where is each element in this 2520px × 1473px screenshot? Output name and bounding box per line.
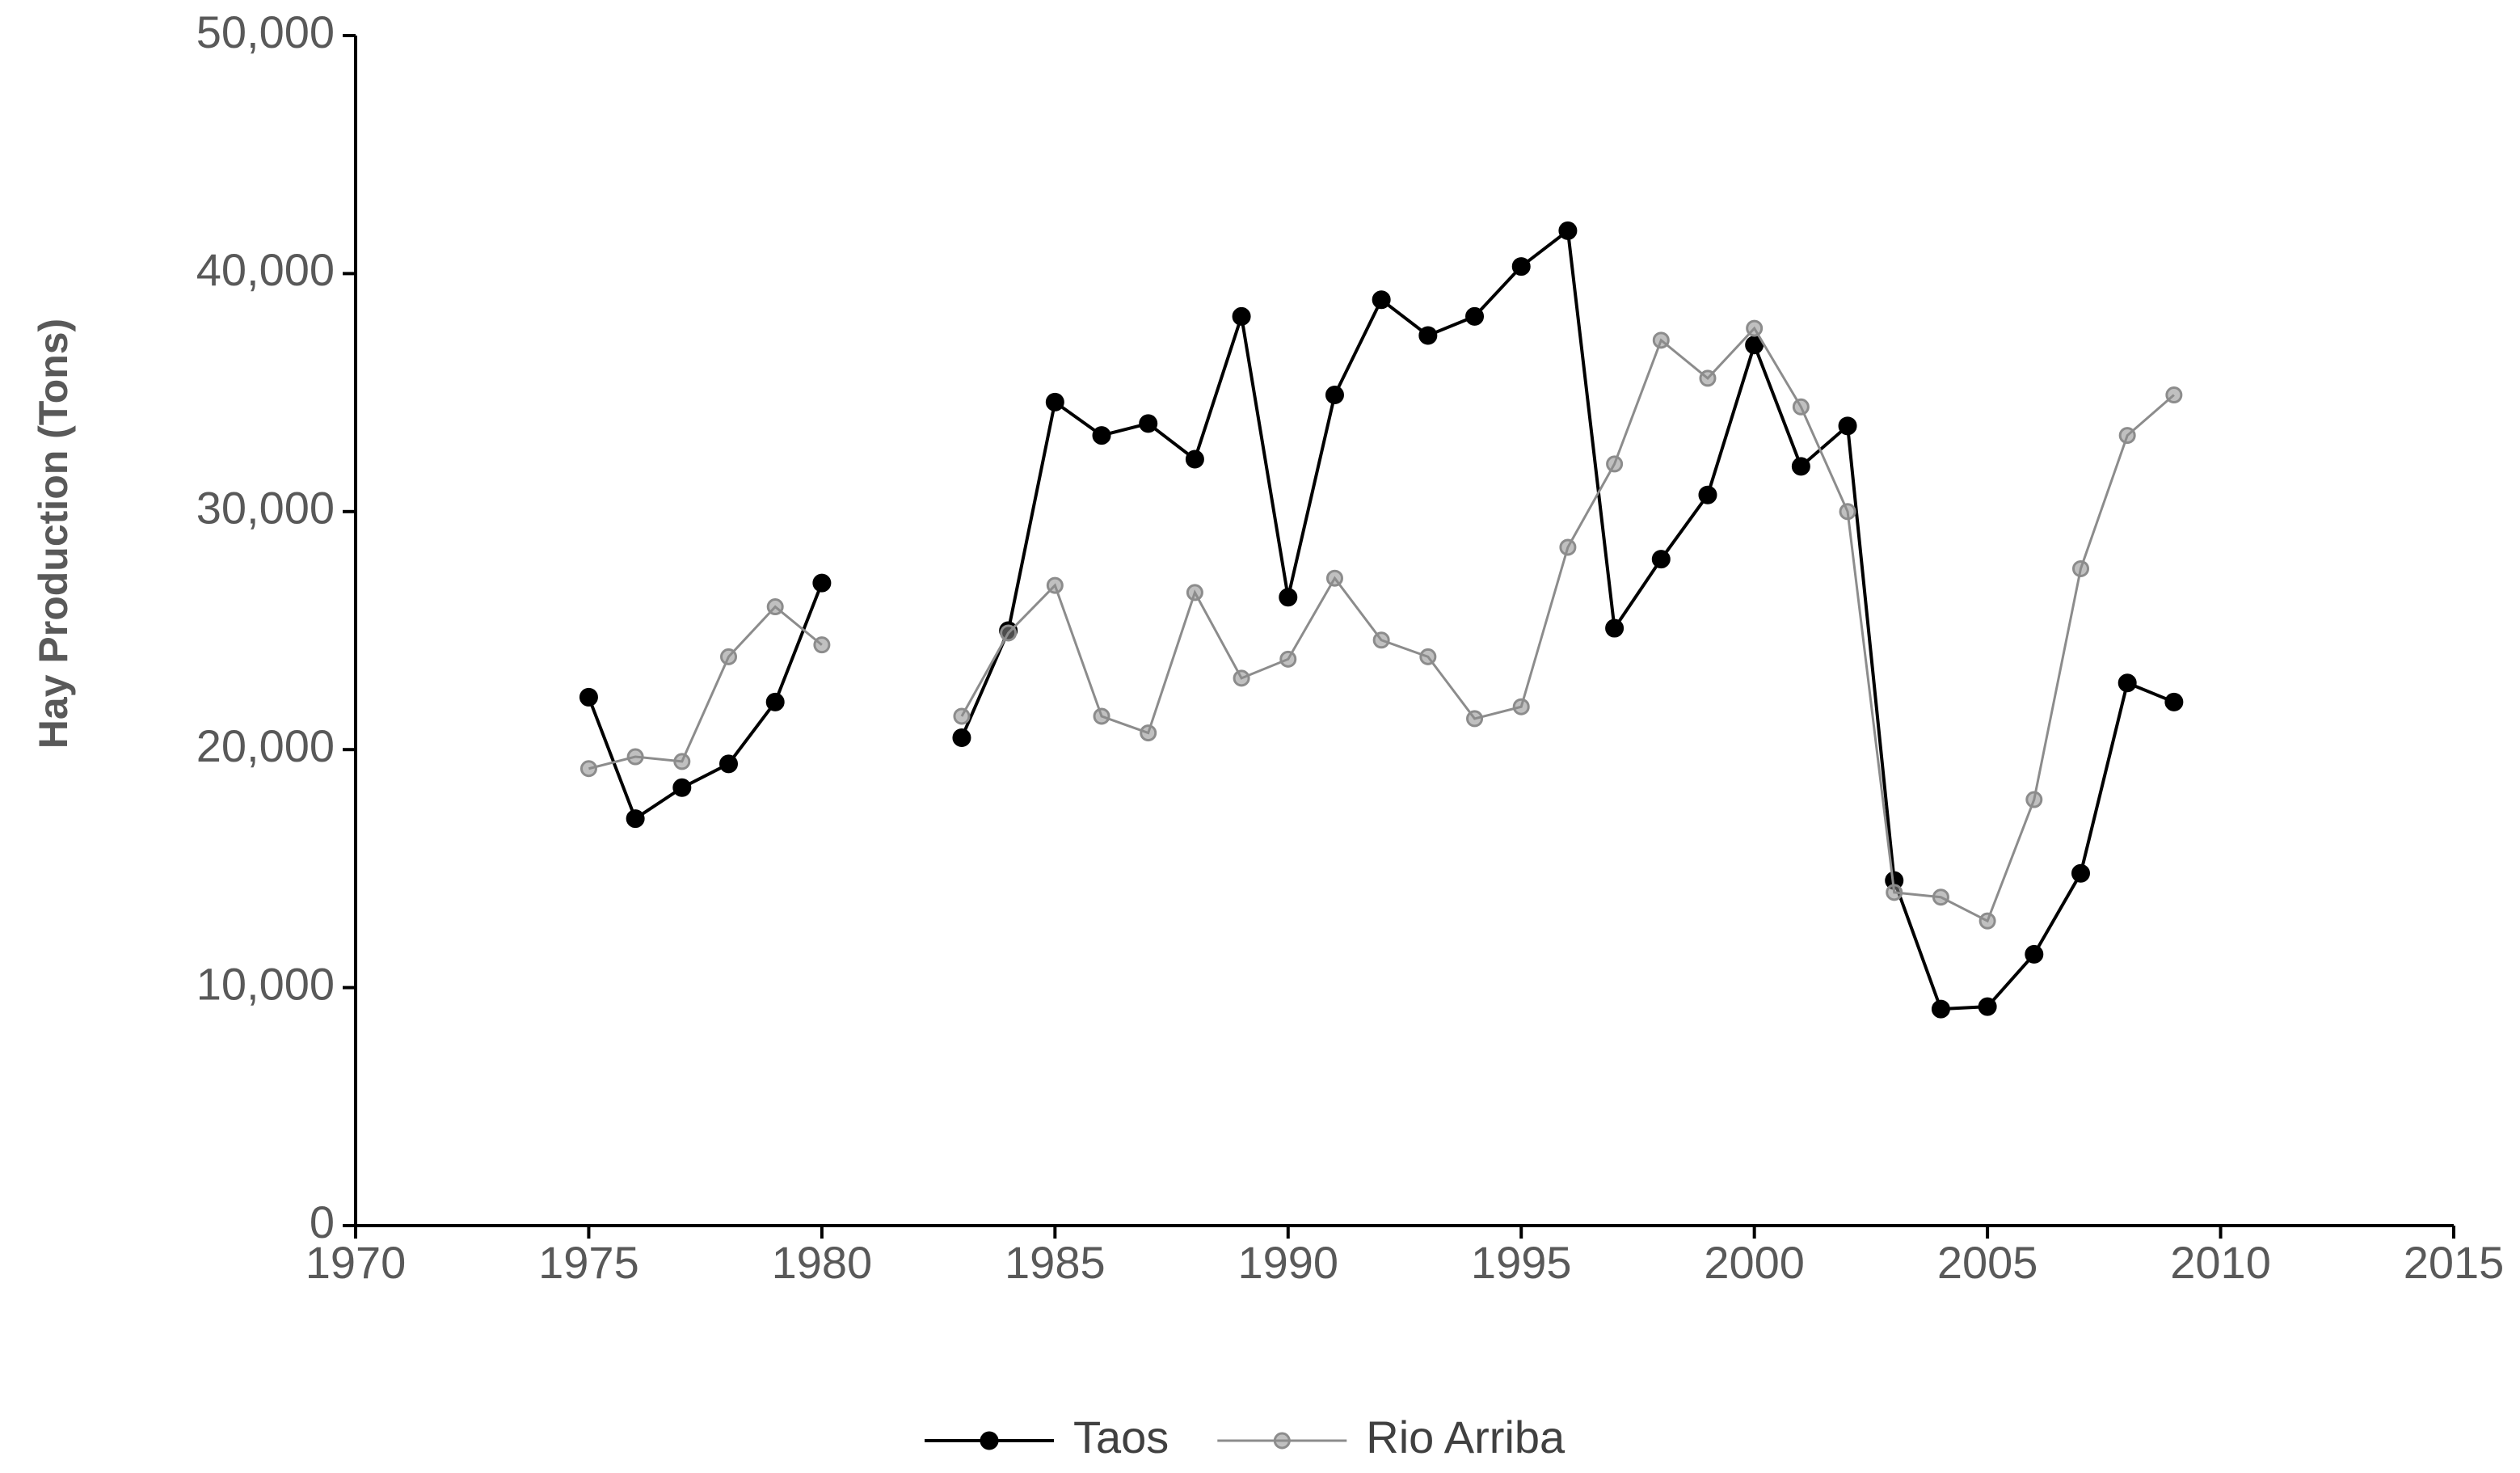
point [1511,257,1531,276]
y-tick-label: 20,000 [196,720,335,771]
point [1512,698,1530,715]
point [1931,999,1950,1019]
legend-label: Taos [1073,1412,1169,1462]
x-tick-label: 1985 [1005,1237,1106,1288]
point [1838,416,1857,436]
point [1325,569,1343,587]
point [1465,306,1485,326]
point [1418,326,1438,345]
point [766,598,784,616]
point [2025,791,2043,808]
point [1978,997,1997,1016]
point [1745,336,1764,355]
point [2025,944,2044,964]
point [1558,221,1578,240]
y-tick-label: 30,000 [196,483,335,534]
point [626,748,644,766]
legend-marker [980,1431,999,1450]
point [2165,386,2183,404]
point [1372,631,1390,649]
y-tick-label: 0 [310,1197,335,1247]
point [1092,426,1111,445]
point [1140,724,1157,742]
point [765,692,785,711]
point [1185,449,1204,469]
point [2071,863,2090,883]
point [1232,306,1251,326]
x-tick-label: 1990 [1237,1237,1338,1288]
point [1559,538,1577,556]
point [2118,673,2137,693]
y-tick-label: 10,000 [196,958,335,1009]
point [1046,576,1064,594]
point [1978,912,1996,930]
x-tick-label: 2000 [1704,1237,1805,1288]
x-tick-label: 2015 [2404,1237,2505,1288]
point [2164,692,2184,711]
point [953,707,971,725]
point [719,754,739,774]
point [1606,455,1624,473]
point [579,687,598,707]
x-tick-label: 2005 [1937,1237,2038,1288]
x-tick-label: 1980 [772,1237,873,1288]
point [1093,707,1110,725]
point [1791,457,1810,476]
point [1651,550,1671,569]
point [1839,503,1856,521]
point [1000,624,1018,642]
point [1279,650,1297,668]
legend-label: Rio Arriba [1366,1412,1566,1462]
point [673,753,691,770]
y-tick-label: 40,000 [196,244,335,295]
point [720,648,738,665]
point [1699,369,1717,387]
point [1886,884,1903,901]
series-line [588,326,2175,923]
point [1139,414,1158,433]
x-tick-label: 1975 [538,1237,639,1288]
point [2071,559,2089,577]
point [1466,710,1484,728]
point [1186,584,1203,601]
point [672,778,692,797]
point [1652,331,1670,349]
x-tick-label: 2010 [2170,1237,2271,1288]
point [2118,427,2136,445]
x-tick-label: 1970 [306,1237,407,1288]
point [1279,588,1298,607]
point [626,809,645,829]
point [1698,485,1717,504]
point [1372,290,1391,310]
point [1746,319,1764,337]
y-tick-label: 50,000 [196,6,335,57]
point [1792,398,1810,416]
point [579,760,597,778]
point [813,636,831,654]
point [812,573,832,593]
point [1325,386,1344,405]
point [1932,888,1949,906]
point [1605,618,1625,638]
point [1233,669,1250,687]
y-axis-title: Hay Production (Tons) [31,319,76,749]
x-tick-label: 1995 [1471,1237,1572,1288]
point [1045,392,1064,412]
point [1419,648,1437,665]
point [952,728,971,747]
legend-marker [1273,1432,1291,1450]
